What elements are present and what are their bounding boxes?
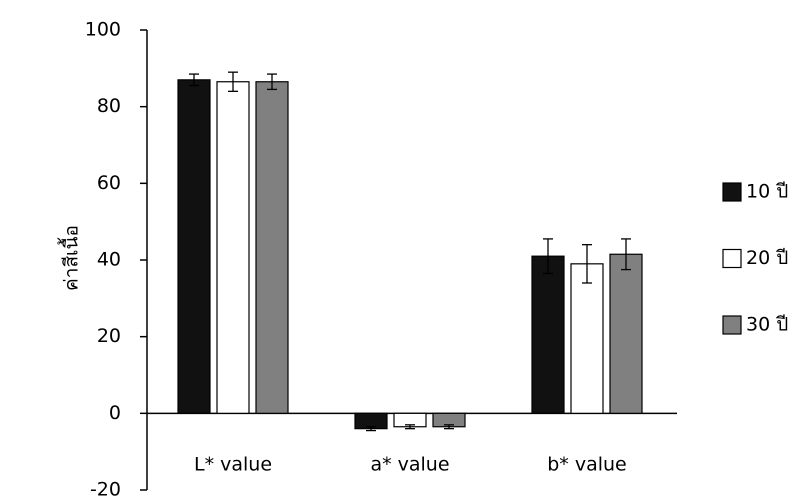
legend-label: 20 ปี	[746, 247, 788, 269]
error-bar	[228, 71, 238, 92]
error-bar	[366, 426, 376, 432]
bar	[255, 81, 289, 414]
y-axis-label: ค่าสีเนื้อ	[58, 225, 83, 291]
error-bar	[621, 238, 631, 271]
error-bar	[267, 73, 277, 91]
bar	[216, 81, 250, 414]
error-bar	[189, 73, 199, 87]
error-bar	[405, 424, 415, 430]
y-tick-label: 100	[85, 19, 121, 41]
legend-swatch	[722, 182, 742, 202]
y-tick-label: 60	[97, 172, 121, 194]
x-tick-label: b* value	[547, 454, 627, 476]
error-bar	[543, 238, 553, 275]
legend-label: 10 ปี	[746, 181, 788, 203]
y-tick-label: 80	[97, 95, 121, 117]
legend-swatch	[722, 248, 742, 269]
y-tick-label: 20	[97, 325, 121, 347]
y-tick-label: -20	[90, 479, 121, 499]
bar	[177, 79, 211, 414]
error-bar	[444, 424, 454, 430]
legend-label: 30 ปี	[746, 314, 788, 336]
bar	[570, 263, 604, 414]
x-tick-label: a* value	[370, 454, 449, 476]
bar	[609, 253, 643, 414]
bar	[531, 255, 565, 414]
legend-swatch	[722, 315, 742, 335]
error-bar	[582, 244, 592, 284]
y-tick-label: 40	[97, 249, 121, 271]
y-tick-label: 0	[109, 402, 121, 424]
x-tick-label: L* value	[194, 454, 272, 476]
